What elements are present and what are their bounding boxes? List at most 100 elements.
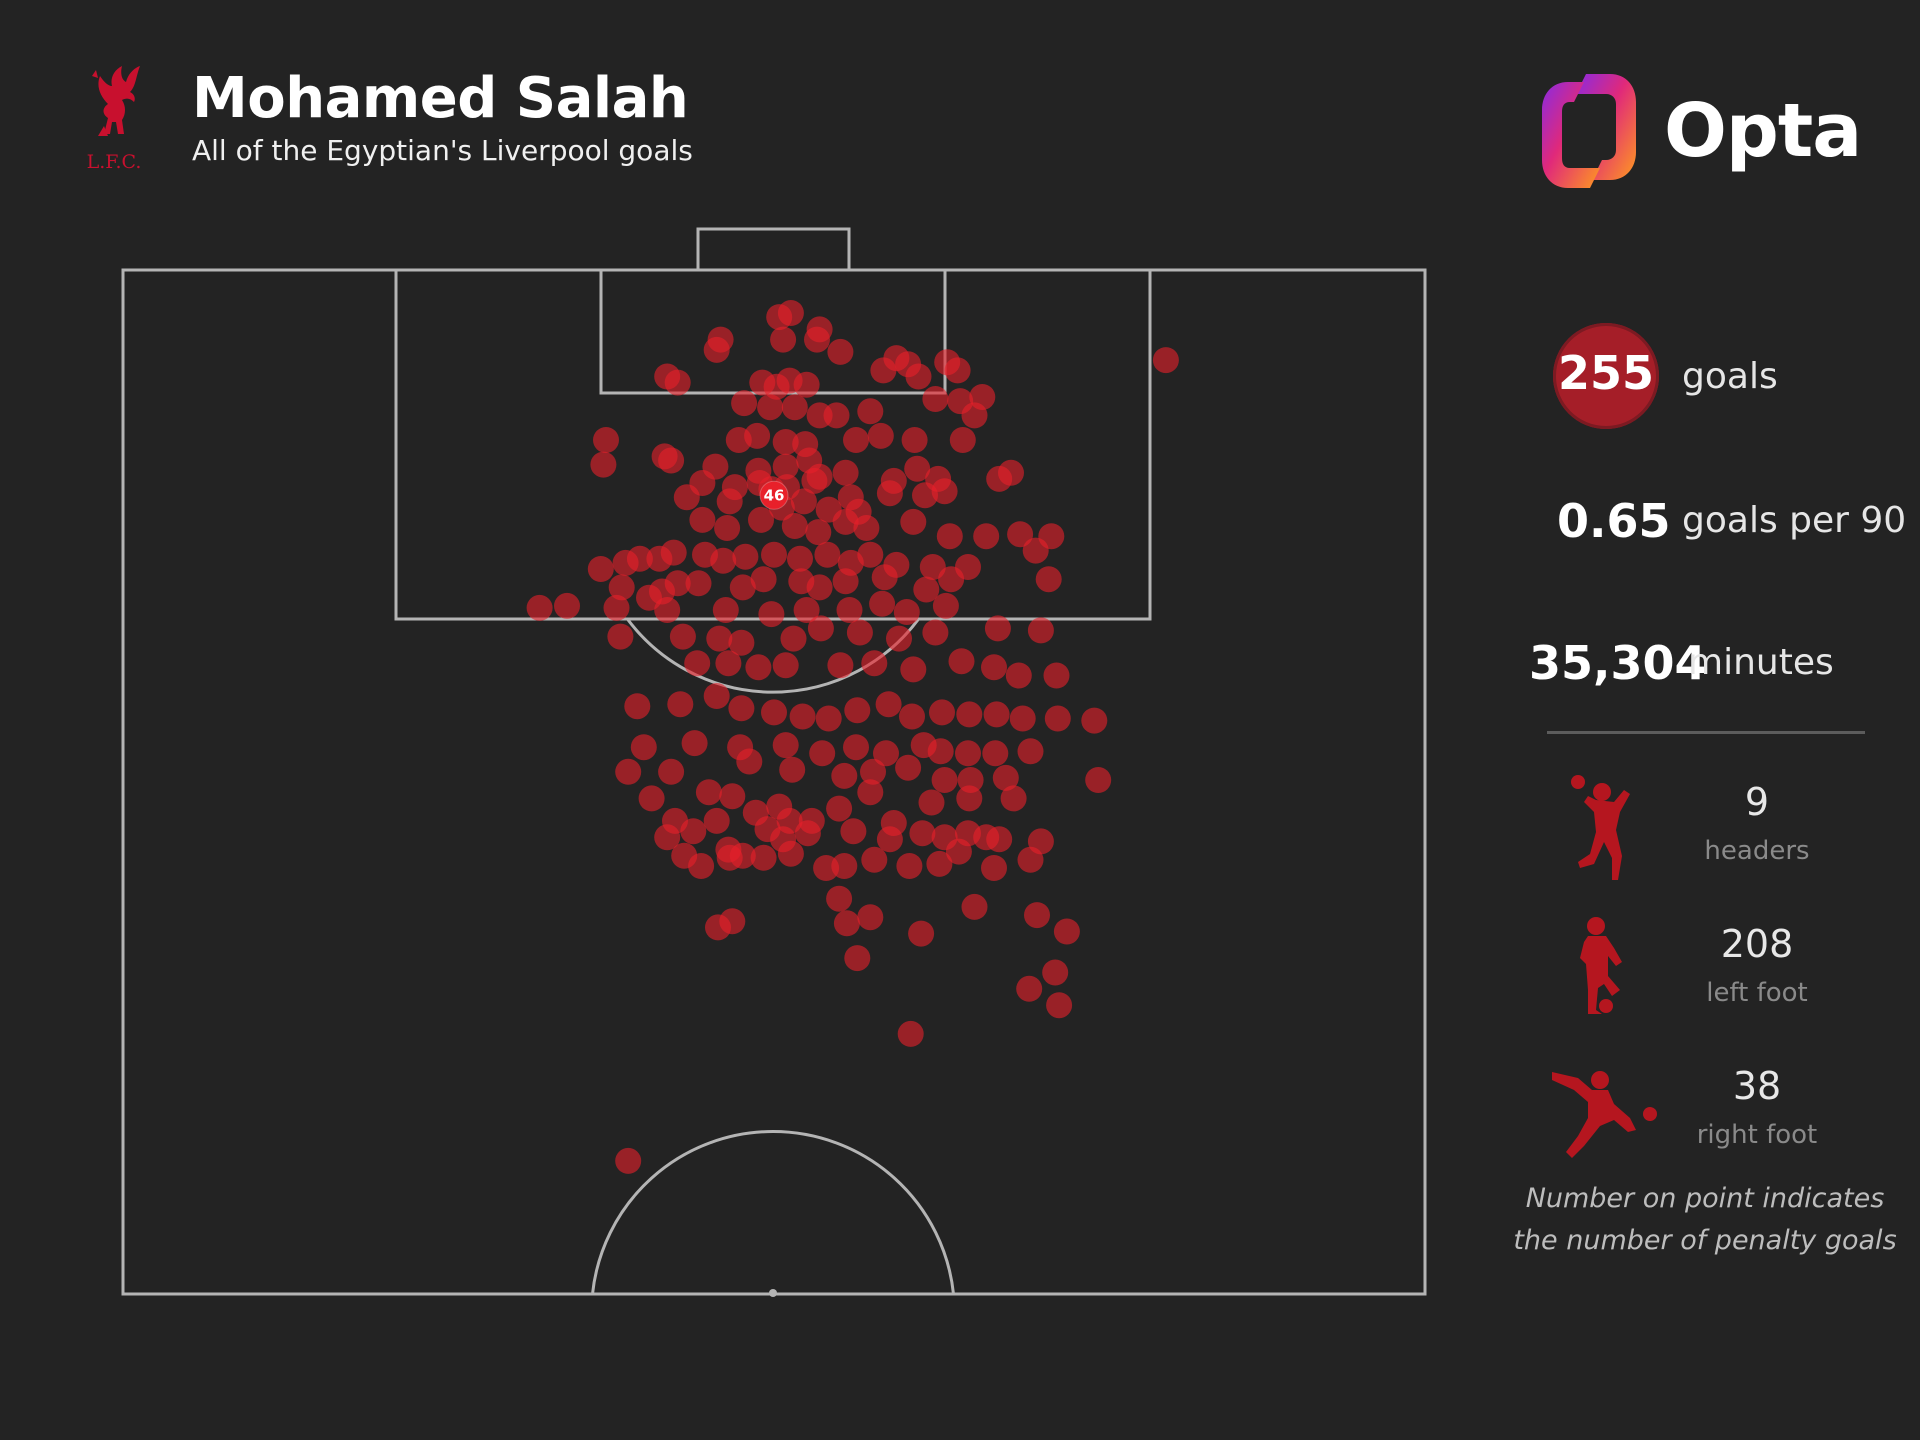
club-crest-text: L.F.C. [87, 151, 142, 173]
goal-point [961, 893, 988, 920]
goal-point [554, 592, 580, 619]
goal-point [901, 427, 928, 453]
goal-point [689, 506, 716, 533]
goal-point [823, 402, 850, 429]
goal-point [931, 767, 958, 793]
goal-point [955, 740, 981, 767]
club-crest-logo: L.F.C. [87, 66, 142, 173]
goal-point [814, 541, 841, 568]
goal-point [861, 846, 888, 873]
goal-point [961, 402, 988, 429]
goal-point [860, 758, 886, 785]
goal-point [949, 427, 976, 453]
penalty-point-group: 46 [759, 480, 789, 510]
goal-point [806, 574, 833, 601]
goal-point [703, 336, 730, 363]
goal-point [926, 850, 953, 877]
goal-point [772, 732, 799, 759]
goal-point [673, 484, 700, 511]
goal-point [703, 683, 730, 709]
opta-logo-icon [1542, 74, 1636, 188]
goals-per-90-value: 0.65 [1557, 494, 1671, 548]
goal-point [1016, 975, 1043, 1002]
goal-point [857, 779, 884, 806]
goal-point [844, 697, 871, 724]
goal-point [669, 623, 696, 650]
goal-point [843, 734, 869, 761]
goal-point [922, 619, 949, 646]
centre-spot [769, 1289, 777, 1297]
goals-badge [1553, 323, 1659, 429]
goal-point [832, 459, 859, 486]
goal-point [843, 427, 869, 453]
goal-point [750, 844, 777, 871]
goal-point [658, 447, 685, 474]
goal-point [772, 453, 799, 480]
goal-point [1081, 707, 1108, 734]
goal-point [857, 398, 884, 425]
goal-point [871, 564, 898, 591]
goal-point [654, 597, 681, 623]
penalty-note: Number on point indicates the number of … [1500, 1178, 1910, 1262]
goal-point [870, 357, 897, 384]
goal-point [658, 758, 685, 785]
goal-point [748, 506, 774, 533]
goal-point [770, 826, 797, 853]
goal-point [664, 369, 691, 396]
goal-point [1038, 523, 1065, 550]
goal-point [1085, 767, 1112, 793]
goal-point [681, 730, 708, 757]
goal-point [1152, 347, 1179, 374]
goal-point [728, 695, 755, 722]
goal-point [986, 826, 1013, 853]
minutes-value: 35,304 [1529, 636, 1707, 690]
left-foot-player-icon [1580, 917, 1622, 1014]
goal-point [1024, 902, 1050, 929]
goal-point [728, 629, 755, 656]
goals-label: goals [1682, 356, 1778, 397]
goal-point [927, 738, 954, 765]
goal-point [615, 1147, 642, 1174]
goal-point [1046, 992, 1073, 1019]
penalty-note-line-1: Number on point indicates [1525, 1183, 1885, 1214]
goal-point [805, 519, 832, 546]
goal-point [895, 754, 922, 781]
goal-point [956, 701, 983, 728]
goal-point [761, 541, 787, 568]
goal-point [758, 601, 785, 628]
goal-point [706, 625, 733, 652]
goal-point [932, 592, 959, 619]
goal-point [918, 789, 945, 816]
goals-value: 255 [1557, 346, 1655, 400]
goal-point [607, 623, 634, 650]
goal-point [745, 654, 772, 681]
goal-point [886, 625, 912, 652]
goal-point [685, 570, 712, 597]
goal-point [684, 650, 711, 677]
goal-point [626, 545, 653, 572]
goal-point [826, 885, 853, 912]
goal-point [636, 584, 662, 611]
goal-point [744, 422, 771, 449]
goal-point [710, 547, 737, 574]
goal-point [956, 785, 983, 812]
goal-point [992, 764, 1019, 791]
goal-point [981, 855, 1007, 881]
goal-point [638, 785, 665, 812]
goal-point [695, 779, 722, 806]
penalty-goals-point [759, 480, 789, 510]
goal-point [715, 836, 742, 863]
goal-point [832, 508, 859, 535]
goal-point [833, 910, 860, 937]
goal-point [770, 326, 797, 353]
goal-point [781, 513, 808, 539]
goal-point [1017, 846, 1044, 873]
goal-point [716, 488, 743, 515]
goal-point [603, 594, 630, 621]
goal-point [846, 619, 873, 646]
goal-point [922, 386, 949, 412]
goal-point [897, 1020, 924, 1047]
goal-point [1053, 918, 1080, 945]
goal-point [931, 478, 958, 505]
goal-point [590, 451, 617, 478]
